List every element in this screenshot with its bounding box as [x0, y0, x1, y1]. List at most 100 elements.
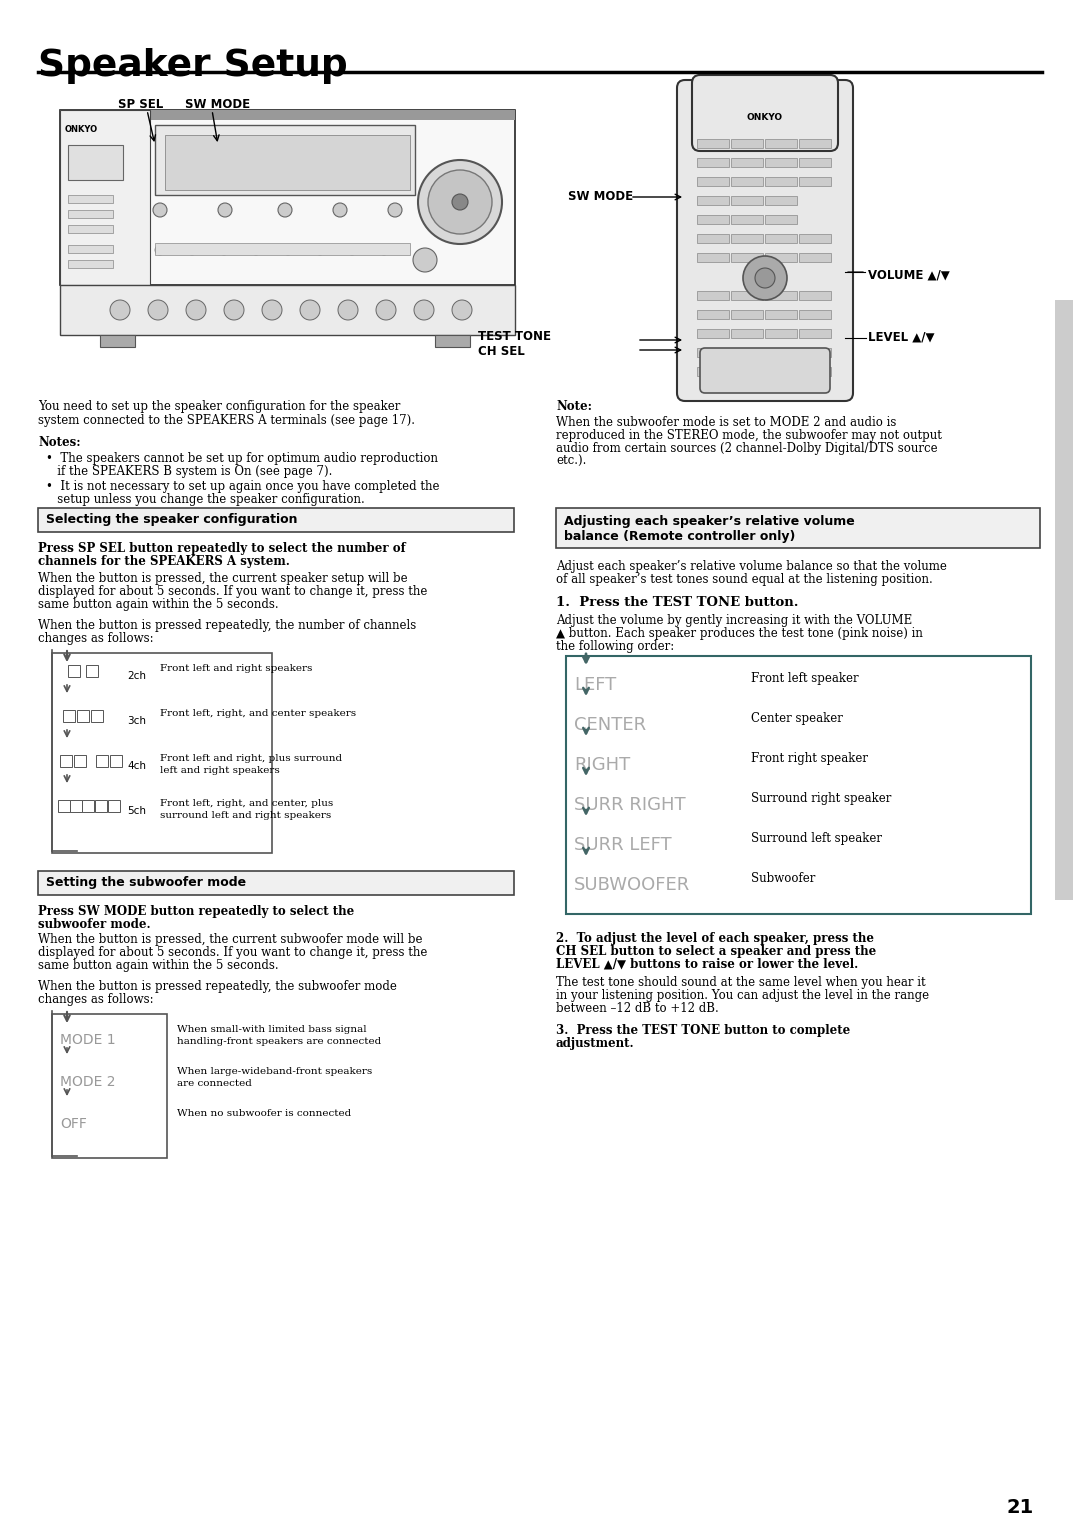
Bar: [68, 260, 113, 267]
Bar: [731, 139, 762, 148]
Bar: [68, 225, 113, 232]
Bar: [82, 801, 94, 811]
Circle shape: [153, 203, 167, 217]
Bar: [799, 254, 831, 261]
Bar: [91, 711, 103, 723]
Bar: [697, 310, 729, 319]
Circle shape: [218, 203, 232, 217]
Circle shape: [755, 267, 775, 287]
Text: Front right speaker: Front right speaker: [751, 752, 868, 766]
Text: When the button is pressed repeatedly, the subwoofer mode: When the button is pressed repeatedly, t…: [38, 979, 396, 993]
Bar: [799, 290, 831, 299]
Bar: [697, 348, 729, 358]
Circle shape: [453, 194, 468, 209]
Text: etc.).: etc.).: [556, 455, 586, 468]
Bar: [765, 196, 797, 205]
Bar: [60, 110, 515, 286]
Text: of all speaker’s test tones sound equal at the listening position.: of all speaker’s test tones sound equal …: [556, 573, 933, 587]
Text: 4ch: 4ch: [127, 761, 146, 772]
Bar: [156, 125, 415, 196]
Bar: [731, 254, 762, 261]
Bar: [697, 329, 729, 338]
Bar: [110, 755, 122, 767]
Text: between –12 dB to +12 dB.: between –12 dB to +12 dB.: [556, 1002, 719, 1015]
Text: SURR RIGHT: SURR RIGHT: [573, 796, 686, 814]
Text: Adjust the volume by gently increasing it with the VOLUME: Adjust the volume by gently increasing i…: [556, 614, 913, 626]
Bar: [68, 209, 113, 219]
Text: Front left, right, and center speakers: Front left, right, and center speakers: [160, 709, 356, 718]
Bar: [697, 215, 729, 225]
Bar: [60, 286, 515, 335]
Bar: [1055, 299, 1074, 900]
Bar: [697, 367, 729, 376]
Text: Surround left speaker: Surround left speaker: [751, 833, 882, 845]
Bar: [731, 234, 762, 243]
Bar: [799, 177, 831, 186]
Bar: [165, 134, 410, 189]
Bar: [731, 367, 762, 376]
Text: Notes:: Notes:: [38, 435, 81, 449]
Text: 3.  Press the TEST TONE button to complete: 3. Press the TEST TONE button to complet…: [556, 1024, 850, 1038]
Text: Speaker Setup: Speaker Setup: [38, 47, 348, 84]
Bar: [60, 110, 515, 121]
Bar: [556, 507, 1040, 549]
Bar: [100, 335, 135, 347]
Bar: [566, 656, 1031, 914]
Text: Front left and right, plus surround: Front left and right, plus surround: [160, 753, 342, 762]
Text: When the button is pressed repeatedly, the number of channels: When the button is pressed repeatedly, t…: [38, 619, 416, 633]
Text: OFF: OFF: [60, 1117, 86, 1131]
Text: the following order:: the following order:: [556, 640, 674, 652]
Circle shape: [418, 160, 502, 244]
Text: When no subwoofer is connected: When no subwoofer is connected: [177, 1109, 351, 1118]
Text: are connected: are connected: [177, 1079, 252, 1088]
Circle shape: [148, 299, 168, 319]
Bar: [765, 139, 797, 148]
Circle shape: [278, 203, 292, 217]
Circle shape: [187, 244, 197, 255]
Bar: [63, 711, 75, 723]
Text: left and right speakers: left and right speakers: [160, 766, 280, 775]
Text: surround left and right speakers: surround left and right speakers: [160, 811, 332, 821]
Circle shape: [379, 244, 389, 255]
Bar: [75, 755, 86, 767]
Bar: [731, 290, 762, 299]
Text: 21: 21: [1007, 1497, 1034, 1517]
Text: if the SPEAKERS B system is On (see page 7).: if the SPEAKERS B system is On (see page…: [46, 465, 333, 478]
FancyBboxPatch shape: [677, 79, 853, 400]
FancyBboxPatch shape: [700, 348, 831, 393]
Text: Front left speaker: Front left speaker: [751, 672, 859, 685]
Bar: [86, 665, 98, 677]
Text: When small-with limited bass signal: When small-with limited bass signal: [177, 1025, 366, 1034]
Text: SW MODE: SW MODE: [568, 189, 633, 203]
Text: 1.  Press the TEST TONE button.: 1. Press the TEST TONE button.: [556, 596, 798, 610]
Circle shape: [156, 244, 165, 255]
Bar: [68, 196, 113, 203]
Circle shape: [347, 244, 357, 255]
Bar: [38, 507, 514, 532]
Text: system connected to the SPEAKERS A terminals (see page 17).: system connected to the SPEAKERS A termi…: [38, 414, 415, 426]
Circle shape: [376, 299, 396, 319]
Circle shape: [414, 299, 434, 319]
Bar: [765, 310, 797, 319]
Text: ▲ button. Each speaker produces the test tone (pink noise) in: ▲ button. Each speaker produces the test…: [556, 626, 923, 640]
Text: When the button is pressed, the current subwoofer mode will be: When the button is pressed, the current …: [38, 934, 422, 946]
Bar: [58, 801, 70, 811]
Bar: [697, 177, 729, 186]
Text: handling-front speakers are connected: handling-front speakers are connected: [177, 1038, 381, 1047]
Bar: [95, 801, 107, 811]
Bar: [52, 652, 272, 853]
Bar: [799, 139, 831, 148]
Bar: [697, 196, 729, 205]
Circle shape: [315, 244, 325, 255]
Text: Front left, right, and center, plus: Front left, right, and center, plus: [160, 799, 334, 808]
Text: SP SEL: SP SEL: [118, 98, 163, 112]
Text: The test tone should sound at the same level when you hear it: The test tone should sound at the same l…: [556, 976, 926, 989]
Circle shape: [283, 244, 293, 255]
Bar: [731, 177, 762, 186]
Text: CH SEL button to select a speaker and press the: CH SEL button to select a speaker and pr…: [556, 944, 876, 958]
Text: When the subwoofer mode is set to MODE 2 and audio is: When the subwoofer mode is set to MODE 2…: [556, 416, 896, 429]
Circle shape: [251, 244, 261, 255]
Text: VOLUME ▲/▼: VOLUME ▲/▼: [868, 267, 949, 281]
Bar: [765, 157, 797, 167]
Text: •  The speakers cannot be set up for optimum audio reproduction: • The speakers cannot be set up for opti…: [46, 452, 438, 465]
